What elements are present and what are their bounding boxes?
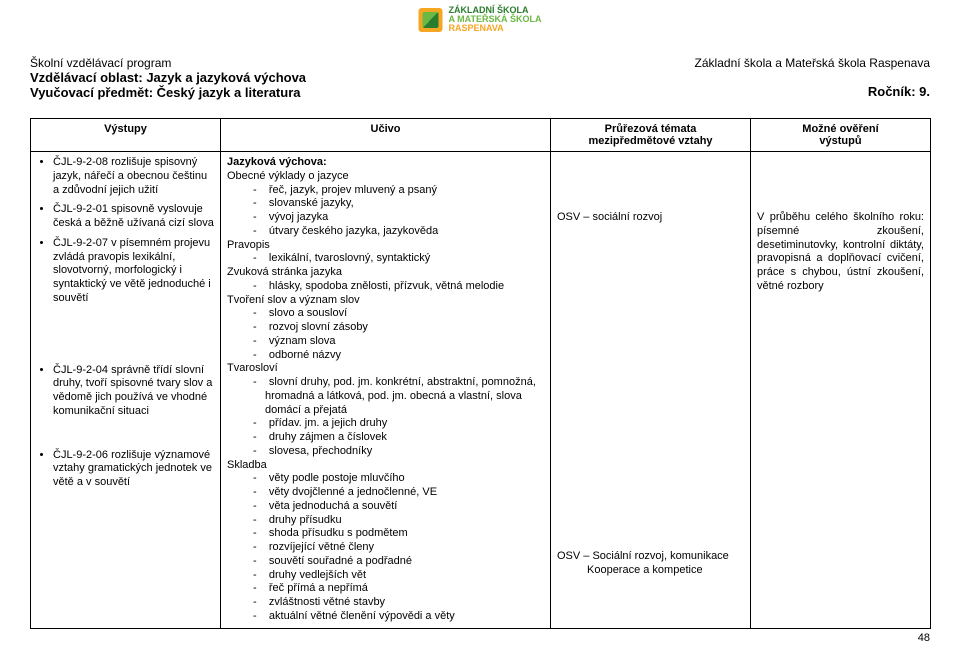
- section-sub: Skladba: [227, 459, 544, 473]
- dash-item: řeč, jazyk, projev mluvený a psaný: [253, 184, 544, 198]
- dash-item: věta jednoduchá a souvětí: [253, 500, 544, 514]
- dash-item: vývoj jazyka: [253, 211, 544, 225]
- page-number: 48: [918, 632, 930, 644]
- header-right: Základní škola a Mateřská škola Raspenav…: [695, 56, 930, 99]
- th-outcomes: Výstupy: [31, 119, 221, 152]
- program-title: Školní vzdělávací program: [30, 56, 306, 70]
- dash-item: lexikální, tvaroslovný, syntaktický: [253, 252, 544, 266]
- th-assessment: Možné ověření výstupů: [751, 119, 931, 152]
- dash-item: shoda přísudku s podmětem: [253, 527, 544, 541]
- dash-item: hlásky, spodoba znělosti, přízvuk, větná…: [253, 280, 544, 294]
- dash-item: řeč přímá a nepřímá: [253, 582, 544, 596]
- th-crosscut: Průřezová témata mezipředmětové vztahy: [551, 119, 751, 152]
- dash-item: význam slova: [253, 335, 544, 349]
- dash-list: řeč, jazyk, projev mluvený a psanýslovan…: [227, 184, 544, 239]
- outcome-item: ČJL-9-2-04 správně třídí slovní druhy, t…: [53, 364, 214, 419]
- dash-item: přídav. jm. a jejich druhy: [253, 417, 544, 431]
- dash-item: souvětí souřadné a podřadné: [253, 555, 544, 569]
- dash-list: lexikální, tvaroslovný, syntaktický: [227, 252, 544, 266]
- logo-text: ZÁKLADNÍ ŠKOLA A MATEŘSKÁ ŠKOLA RASPENAV…: [449, 6, 542, 33]
- dash-list: slovo a souslovírozvoj slovní zásobyvýzn…: [227, 307, 544, 362]
- dash-item: aktuální větné členění výpovědi a věty: [253, 610, 544, 624]
- dash-item: druhy vedlejších vět: [253, 569, 544, 583]
- cell-outcomes: ČJL-9-2-08 rozlišuje spisovný jazyk, nář…: [31, 152, 221, 629]
- logo-icon: [419, 8, 443, 32]
- dash-item: slovanské jazyky,: [253, 197, 544, 211]
- outcome-item: ČJL-9-2-06 rozlišuje významové vztahy gr…: [53, 449, 214, 490]
- dash-item: věty podle postoje mluvčího: [253, 472, 544, 486]
- dash-item: slovní druhy, pod. jm. konkrétní, abstra…: [253, 376, 544, 417]
- outcome-item: ČJL-9-2-08 rozlišuje spisovný jazyk, nář…: [53, 156, 214, 197]
- dash-list: věty podle postoje mluvčíhověty dvojčlen…: [227, 472, 544, 623]
- education-area: Vzdělávací oblast: Jazyk a jazyková vých…: [30, 70, 306, 85]
- cell-crosscut: OSV – sociální rozvoj OSV – Sociální roz…: [551, 152, 751, 629]
- dash-list: slovní druhy, pod. jm. konkrétní, abstra…: [227, 376, 544, 459]
- assessment-text: V průběhu celého školního roku: písemné …: [757, 211, 924, 294]
- dash-item: slovesa, přechodníky: [253, 445, 544, 459]
- th-content: Učivo: [221, 119, 551, 152]
- section-sub: Obecné výklady o jazyce: [227, 170, 544, 184]
- cell-content: Jazyková výchova: Obecné výklady o jazyc…: [221, 152, 551, 629]
- logo-block: ZÁKLADNÍ ŠKOLA A MATEŘSKÁ ŠKOLA RASPENAV…: [419, 6, 542, 33]
- dash-item: druhy přísudku: [253, 514, 544, 528]
- crosscut-item: OSV – sociální rozvoj: [557, 211, 744, 225]
- subject: Vyučovací předmět: Český jazyk a literat…: [30, 85, 306, 100]
- outcome-item: ČJL-9-2-01 spisovně vyslovuje česká a bě…: [53, 203, 214, 231]
- dash-item: odborné názvy: [253, 349, 544, 363]
- cell-assessment: V průběhu celého školního roku: písemné …: [751, 152, 931, 629]
- school-name: Základní škola a Mateřská škola Raspenav…: [695, 56, 930, 70]
- logo-line3: RASPENAVA: [449, 24, 542, 33]
- grade: Ročník: 9.: [695, 84, 930, 99]
- dash-item: slovo a sousloví: [253, 307, 544, 321]
- dash-item: rozvoj slovní zásoby: [253, 321, 544, 335]
- outcome-item: ČJL-9-2-07 v písemném projevu zvládá pra…: [53, 237, 214, 306]
- section-sub: Tvarosloví: [227, 362, 544, 376]
- section-sub: Tvoření slov a význam slov: [227, 294, 544, 308]
- section-heading: Jazyková výchova:: [227, 156, 544, 170]
- crosscut-item: Kooperace a kompetice: [557, 564, 744, 578]
- header-left: Školní vzdělávací program Vzdělávací obl…: [30, 56, 306, 100]
- crosscut-item: OSV – Sociální rozvoj, komunikace: [557, 550, 744, 564]
- dash-item: věty dvojčlenné a jednočlenné, VE: [253, 486, 544, 500]
- dash-item: druhy zájmen a číslovek: [253, 431, 544, 445]
- curriculum-table: Výstupy Učivo Průřezová témata mezipředm…: [30, 118, 931, 629]
- section-sub: Pravopis: [227, 239, 544, 253]
- dash-item: rozvíjející větné členy: [253, 541, 544, 555]
- section-sub: Zvuková stránka jazyka: [227, 266, 544, 280]
- dash-item: útvary českého jazyka, jazykověda: [253, 225, 544, 239]
- dash-item: zvláštnosti větné stavby: [253, 596, 544, 610]
- dash-list: hlásky, spodoba znělosti, přízvuk, větná…: [227, 280, 544, 294]
